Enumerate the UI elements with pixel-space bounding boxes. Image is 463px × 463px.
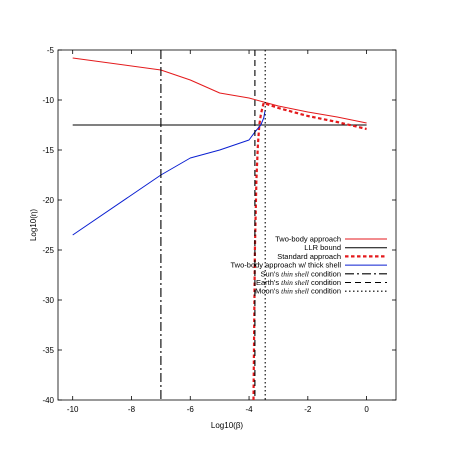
x-tick-label: -4 [245, 405, 253, 414]
x-tick-label: -6 [187, 405, 195, 414]
legend-label-0: Two-body approach [275, 235, 341, 244]
x-tick-label: -10 [67, 405, 79, 414]
series-line-3 [72, 109, 266, 236]
series-line-2 [252, 101, 367, 401]
y-tick-label: -10 [42, 96, 54, 105]
x-tick-label: 0 [364, 405, 369, 414]
y-tick-label: -5 [47, 46, 55, 55]
legend-label-4: Sun's thin shell condition [261, 269, 341, 278]
legend-label-2: Standard approach [277, 252, 341, 261]
plot-frame [57, 49, 397, 401]
x-tick-label: -8 [128, 405, 136, 414]
y-tick-label: -35 [42, 346, 54, 355]
legend-label-3: Two-body approach w/ thick shell [231, 261, 342, 270]
series-line-0 [72, 57, 367, 124]
legend-label-1: LLR bound [304, 243, 341, 252]
y-tick-label: -25 [42, 246, 54, 255]
x-axis-title: Log10(β) [211, 421, 244, 430]
legend-label-5: Earth's thin shell condition [256, 278, 341, 287]
y-axis-title: Log10(η) [29, 209, 38, 241]
axis-ticks: -10 -8 -6 -4 -2 0-5-10-15-20-25-30-35-40 [42, 46, 396, 414]
x-tick-label: -2 [304, 405, 312, 414]
y-tick-label: -15 [42, 146, 54, 155]
y-tick-label: -40 [42, 396, 54, 405]
y-tick-label: -20 [42, 196, 54, 205]
y-tick-label: -30 [42, 296, 54, 305]
legend-label-6: Moon's thin shell condition [255, 287, 341, 296]
series-layer [72, 50, 367, 401]
